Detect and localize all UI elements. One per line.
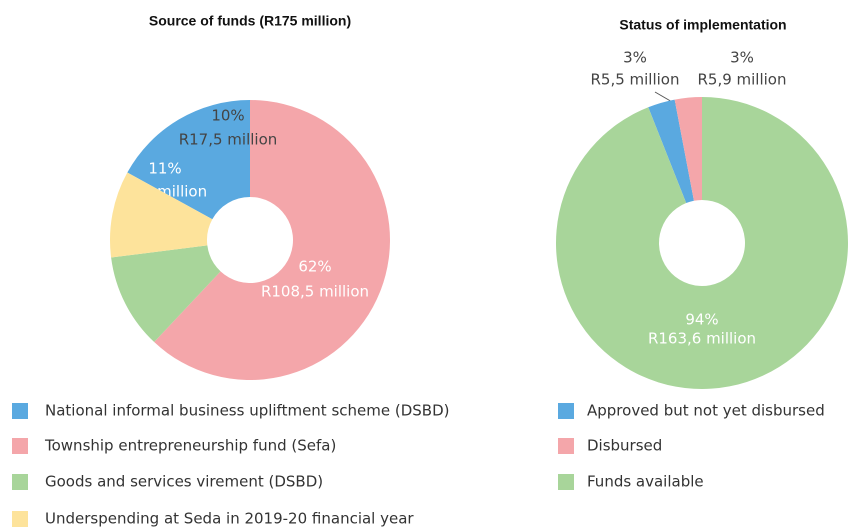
donut-slice bbox=[154, 100, 390, 380]
legend-swatch bbox=[558, 474, 574, 490]
legend-swatch bbox=[12, 474, 28, 490]
slice-percent: 94% bbox=[685, 311, 718, 329]
slice-percent: 3% bbox=[730, 49, 754, 67]
chart-title: Status of implementation bbox=[619, 17, 786, 33]
slice-percent: 11% bbox=[148, 160, 181, 178]
donut-slice bbox=[648, 99, 694, 204]
legend-label: Township entrepreneurship fund (Sefa) bbox=[44, 437, 336, 455]
legend-swatch bbox=[12, 403, 28, 419]
slice-amount: R163,6 million bbox=[648, 330, 756, 348]
slice-amount: R108,5 million bbox=[261, 283, 369, 301]
slice-amount: R5,9 million bbox=[697, 71, 786, 89]
legend-swatch bbox=[558, 438, 574, 454]
legend-label: Disbursed bbox=[587, 437, 662, 455]
donut-slice bbox=[674, 97, 702, 201]
donut-slice bbox=[110, 172, 213, 258]
donut-slice bbox=[127, 100, 250, 220]
legend-label: Approved but not yet disbursed bbox=[587, 402, 825, 420]
legend-label: Goods and services virement (DSBD) bbox=[45, 473, 323, 491]
slice-percent: 62% bbox=[298, 258, 331, 276]
slice-amount: R5,5 million bbox=[590, 71, 679, 89]
legend-label: Underspending at Seda in 2019-20 financi… bbox=[45, 510, 414, 528]
chart-title: Source of funds (R175 million) bbox=[149, 13, 351, 29]
legend-swatch bbox=[558, 403, 574, 419]
legend-swatch bbox=[12, 511, 28, 527]
slice-percent: 3% bbox=[623, 49, 647, 67]
slice-amount: R17,5 million bbox=[179, 131, 278, 149]
legend-swatch bbox=[12, 438, 28, 454]
legend-label: National informal business upliftment sc… bbox=[45, 402, 449, 420]
donut-slice bbox=[111, 245, 221, 343]
slice-percent: 10% bbox=[211, 107, 244, 125]
donut-slice bbox=[556, 97, 849, 390]
legend-label: Funds available bbox=[587, 473, 704, 491]
